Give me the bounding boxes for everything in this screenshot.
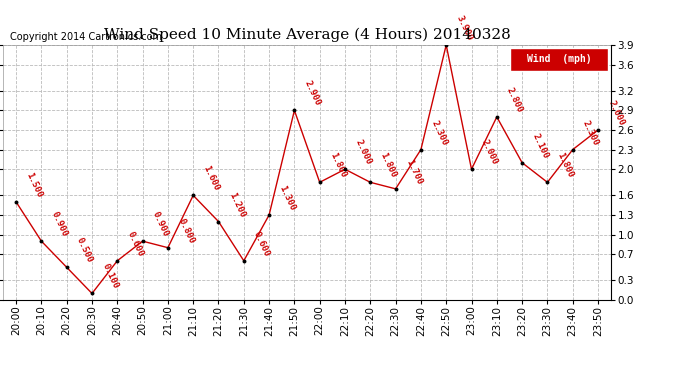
Text: 3.900: 3.900 bbox=[455, 14, 474, 42]
Point bbox=[10, 199, 21, 205]
Title: Wind Speed 10 Minute Average (4 Hours) 20140328: Wind Speed 10 Minute Average (4 Hours) 2… bbox=[104, 28, 511, 42]
Point bbox=[466, 166, 477, 172]
Point bbox=[137, 238, 148, 244]
Text: 0.600: 0.600 bbox=[252, 230, 272, 258]
Point bbox=[86, 291, 97, 297]
Point bbox=[188, 192, 199, 198]
Point bbox=[238, 258, 249, 264]
Text: 0.800: 0.800 bbox=[176, 217, 196, 245]
Text: 2.100: 2.100 bbox=[531, 132, 550, 160]
Point bbox=[339, 166, 351, 172]
Text: 0.100: 0.100 bbox=[100, 262, 120, 291]
Text: 0.500: 0.500 bbox=[75, 236, 95, 264]
Point bbox=[36, 238, 47, 244]
Text: 2.000: 2.000 bbox=[353, 138, 373, 166]
Text: 1.800: 1.800 bbox=[328, 152, 348, 180]
Text: 1.800: 1.800 bbox=[379, 152, 398, 180]
Text: 1.500: 1.500 bbox=[24, 171, 44, 199]
Point bbox=[264, 212, 275, 218]
Text: 2.000: 2.000 bbox=[480, 138, 500, 166]
Point bbox=[390, 186, 401, 192]
Text: 2.300: 2.300 bbox=[581, 118, 600, 147]
Text: 0.900: 0.900 bbox=[151, 210, 170, 238]
Point bbox=[491, 114, 502, 120]
Point bbox=[567, 147, 578, 153]
Text: 2.800: 2.800 bbox=[505, 86, 524, 114]
Text: 1.700: 1.700 bbox=[404, 158, 424, 186]
Text: 1.800: 1.800 bbox=[555, 152, 575, 180]
Text: 0.900: 0.900 bbox=[50, 210, 69, 238]
Text: 1.200: 1.200 bbox=[227, 190, 246, 219]
Point bbox=[542, 179, 553, 185]
Text: 1.600: 1.600 bbox=[201, 165, 221, 193]
Point bbox=[593, 127, 604, 133]
Text: 2.300: 2.300 bbox=[429, 118, 448, 147]
Text: 0.600: 0.600 bbox=[126, 230, 145, 258]
Text: 2.600: 2.600 bbox=[607, 99, 626, 127]
Point bbox=[61, 264, 72, 270]
Point bbox=[441, 42, 452, 48]
Point bbox=[517, 160, 528, 166]
Point bbox=[162, 245, 173, 251]
Text: 2.900: 2.900 bbox=[303, 80, 322, 108]
Point bbox=[112, 258, 123, 264]
Point bbox=[365, 179, 376, 185]
Point bbox=[415, 147, 426, 153]
Text: 1.300: 1.300 bbox=[277, 184, 297, 212]
Text: Copyright 2014 Cartronics.com: Copyright 2014 Cartronics.com bbox=[10, 33, 161, 42]
Point bbox=[213, 219, 224, 225]
Point bbox=[314, 179, 325, 185]
Point bbox=[289, 107, 300, 113]
